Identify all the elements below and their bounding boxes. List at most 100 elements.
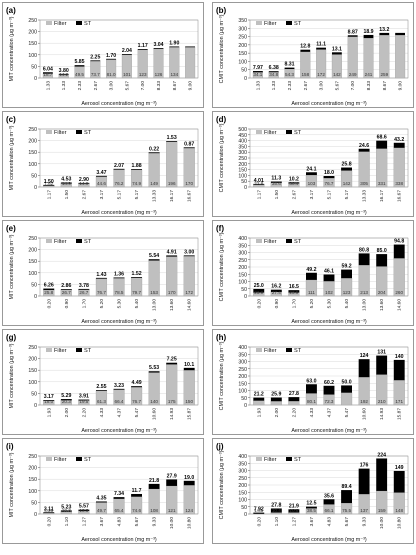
y-tick-label: 300 [238,360,247,366]
x-axis-label: Aerosol concentration (mg m⁻³) [81,101,157,107]
st-value-label: 25.9 [271,391,281,397]
bar-st [149,259,160,260]
st-value-label: 3.47 [96,170,106,176]
x-tick-label: 2.67 [93,81,99,91]
legend-label-st: ST [294,21,302,27]
y-tick-label: 300 [238,469,247,475]
bar-st [288,397,299,401]
bar-st [306,172,317,175]
st-value-label: 6.26 [44,283,54,289]
y-tick-label: 250 [28,345,37,351]
x-tick-label: 9.33 [362,517,368,527]
st-value-label: 16.5 [289,284,299,290]
bar-st [96,390,107,391]
filter-value-label: 123 [343,290,351,295]
st-value-label: 24.1 [306,166,316,172]
st-value-label: 21.9 [289,503,299,509]
filter-value-label: 111 [308,290,315,295]
x-tick-label: 1.33 [255,81,261,91]
bar-st [300,50,310,52]
st-value-label: 176 [360,463,369,469]
bar-st [184,147,195,148]
legend-label-filter: Filter [264,130,277,136]
x-axis-label: Aerosol concentration (mg m⁻³) [291,101,367,107]
y-tick-label: 250 [238,156,247,162]
y-tick-label: 200 [28,30,37,36]
st-value-label: 1.17 [138,43,148,49]
legend-swatch-filter [46,239,52,243]
y-tick-label: 150 [28,150,37,156]
filter-value-label: 172 [185,290,193,295]
x-tick-label: 8.67 [382,81,388,91]
y-tick-label: 100 [28,271,37,277]
st-value-label: 5.29 [61,393,71,399]
filter-value-label: 102 [325,290,333,295]
x-tick-label: 0.20 [256,517,262,527]
legend-label-st: ST [84,348,92,354]
legend-swatch-filter [256,457,262,461]
x-tick-label: 16.67 [397,190,403,202]
x-tick-label: 2.33 [287,81,293,91]
y-tick-label: 150 [238,381,247,387]
bar-st [348,35,358,36]
st-value-label: 50.0 [342,379,352,385]
bar-st [154,48,164,49]
x-tick-label: 1.33 [61,81,67,91]
panel-label: (b) [216,6,227,15]
st-value-label: 4.01 [254,178,264,184]
st-value-label: 35.6 [324,493,334,499]
filter-value-label: 38.5 [307,508,316,513]
y-tick-label: 200 [238,483,247,489]
y-tick-label: 350 [238,352,247,358]
x-tick-label: 16.67 [187,190,193,202]
filter-value-label: 66.4 [115,399,124,404]
st-value-label: 7.34 [114,491,124,497]
y-axis-label: CMIT concentration (µg m⁻³) [219,123,225,192]
filter-value-label: 175 [168,399,176,404]
x-tick-label: 0.90 [64,299,70,309]
st-value-label: 4.35 [96,495,106,501]
filter-value-label: 61.3 [97,399,106,404]
bar-st [169,46,179,47]
st-value-label: 2.25 [90,54,100,60]
st-value-label: 18.0 [324,170,334,176]
y-tick-label: 450 [238,133,247,139]
x-tick-label: 10.80 [397,517,403,529]
y-axis-label: CMIT concentration (µg m⁻³) [219,14,225,83]
filter-value-label: 101 [123,72,131,77]
y-tick-label: 0 [34,403,37,409]
x-tick-label: 5.20 [309,299,315,309]
filter-value-label: 150 [185,399,193,404]
x-tick-label: 5.40 [134,299,140,309]
y-tick-label: 0 [244,403,247,409]
st-value-label: 0.22 [149,146,159,152]
x-tick-label: 3.67 [309,517,315,527]
st-value-label: 2.07 [114,163,124,169]
y-tick-label: 50 [31,500,37,506]
filter-value-label: 76.2 [115,181,124,186]
x-tick-label: 2.20 [291,408,297,418]
bar-st [96,278,107,279]
bar-st [332,52,342,54]
x-tick-label: 10.60 [362,408,368,420]
x-tick-label: 8.67 [172,81,178,91]
filter-value-label: 140 [150,399,158,404]
x-tick-label: 1.10 [274,517,280,527]
x-tick-label: 15.87 [397,408,403,420]
st-value-label: 12.5 [306,501,316,507]
st-value-label: 10.2 [289,176,299,182]
y-tick-label: 200 [238,43,247,49]
x-axis-label: Aerosol concentration (mg m⁻³) [291,210,367,216]
y-tick-label: 100 [28,162,37,168]
x-tick-label: 4.33 [99,408,105,418]
legend-swatch-st [286,457,292,461]
st-value-label: 2.04 [122,48,132,54]
y-tick-label: 150 [238,272,247,278]
y-tick-label: 50 [241,179,247,185]
panel-label: (a) [6,6,16,15]
st-value-label: 59.2 [342,264,352,270]
